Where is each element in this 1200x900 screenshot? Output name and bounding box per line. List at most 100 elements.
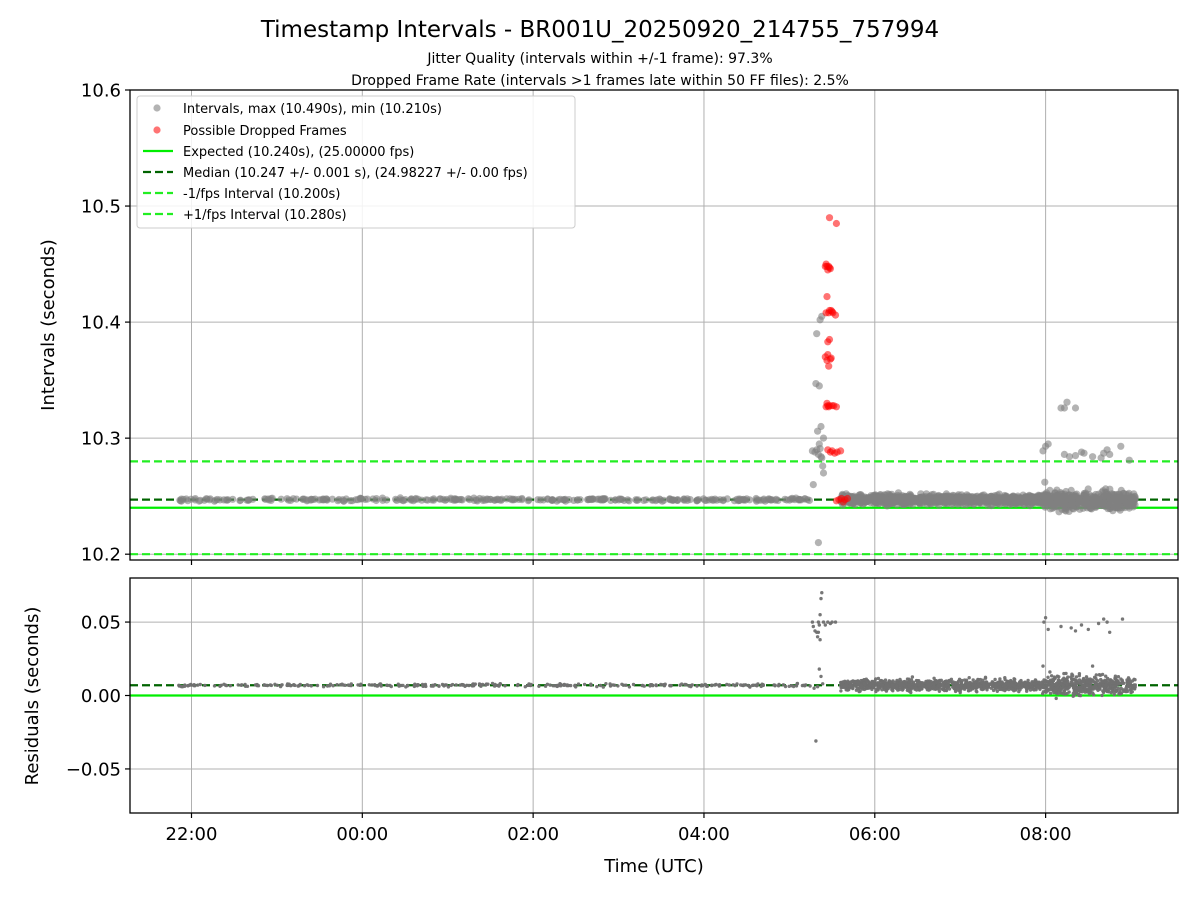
residual-point (367, 683, 371, 687)
dropped-frame-point (825, 214, 834, 222)
residual-point (1090, 664, 1095, 668)
interval-point (292, 495, 301, 503)
interval-point (862, 496, 870, 504)
residual-point (856, 681, 861, 686)
residual-point (794, 684, 799, 688)
interval-point (195, 497, 203, 505)
interval-point (1017, 494, 1026, 502)
residual-point (450, 682, 455, 687)
residual-point (1068, 682, 1073, 686)
residual-point (1108, 684, 1112, 688)
residual-point (833, 620, 838, 624)
interval-point (436, 495, 444, 503)
residual-point (309, 684, 313, 688)
interval-point (886, 499, 894, 507)
residual-point (1001, 681, 1005, 685)
residual-point (620, 682, 624, 686)
interval-point (593, 495, 601, 503)
residual-point (710, 683, 714, 687)
residual-point (537, 684, 541, 688)
residual-point (1076, 686, 1080, 690)
residual-point (347, 683, 351, 688)
residual-point (423, 682, 428, 687)
residual-point (787, 684, 791, 688)
residual-point (1092, 693, 1096, 697)
residual-point (192, 683, 196, 687)
intervals-panel: 10.2 10.3 10.4 10.5 10.6 Intervals (seconds)… (38, 81, 1179, 566)
interval-point (723, 495, 731, 503)
residual-point (503, 684, 507, 688)
interval-point (284, 496, 292, 504)
residual-point (1020, 682, 1025, 686)
residual-point (1066, 686, 1070, 690)
interval-point (1071, 452, 1080, 460)
residual-point (858, 689, 862, 693)
interval-point (211, 496, 220, 504)
residual-point (1046, 675, 1050, 679)
interval-point (498, 495, 506, 503)
residual-point (1073, 629, 1078, 633)
residual-point (1070, 672, 1074, 676)
residual-point (865, 685, 869, 689)
residual-point (889, 685, 893, 689)
residual-point (880, 688, 884, 692)
interval-point (819, 469, 828, 477)
residual-point (1074, 675, 1079, 679)
residual-point (1113, 677, 1118, 681)
residual-point (1057, 679, 1062, 683)
residual-point (894, 680, 898, 684)
residual-point (279, 683, 283, 687)
interval-point (922, 496, 931, 504)
residual-point (866, 680, 871, 684)
residual-point (1117, 681, 1122, 685)
residual-point (1069, 626, 1073, 630)
residual-point (755, 683, 759, 687)
residual-point (998, 677, 1002, 681)
residual-point (668, 683, 672, 688)
residual-point (1054, 687, 1059, 691)
residual-point (1116, 675, 1121, 679)
residual-point (714, 682, 718, 687)
residual-point (306, 683, 311, 688)
interval-point (559, 496, 568, 504)
residual-point (659, 682, 663, 687)
legend-label-plus-fps: +1/fps Interval (10.280s) (183, 208, 347, 223)
residual-point (556, 683, 561, 688)
residual-point (222, 682, 226, 686)
residual-point (947, 687, 952, 691)
interval-point (756, 496, 765, 504)
residual-point (396, 682, 400, 686)
residuals-x-ticks: 22:00 00:00 02:00 04:00 06:00 08:00 (166, 813, 1072, 845)
residual-point (976, 678, 981, 682)
residual-point (562, 683, 566, 687)
residual-point (444, 683, 448, 687)
interval-point (1080, 449, 1088, 457)
residual-point (1102, 687, 1107, 691)
interval-point (1089, 453, 1097, 461)
interval-point (791, 496, 799, 504)
residual-point (953, 681, 958, 685)
interval-point (969, 500, 978, 508)
residual-point (440, 682, 445, 687)
residual-point (952, 686, 956, 691)
residual-point (1046, 627, 1050, 632)
residual-point (823, 623, 827, 627)
interval-point (466, 496, 474, 504)
residual-point (678, 683, 682, 687)
residual-point (1120, 678, 1124, 682)
residual-point (253, 683, 258, 687)
residual-point (913, 686, 917, 690)
residual-point (874, 689, 878, 694)
residual-point (243, 682, 247, 687)
interval-point (184, 497, 192, 505)
legend-marker-intervals (153, 104, 161, 112)
residual-point (942, 680, 947, 684)
interval-point (1117, 442, 1125, 450)
residual-point (909, 682, 913, 686)
residual-point (1122, 689, 1126, 693)
residual-point (821, 682, 825, 686)
residual-point (967, 681, 971, 685)
residual-point (1072, 693, 1077, 697)
residual-point (1125, 689, 1130, 694)
legend-item-dropped: Possible Dropped Frames (153, 124, 347, 139)
